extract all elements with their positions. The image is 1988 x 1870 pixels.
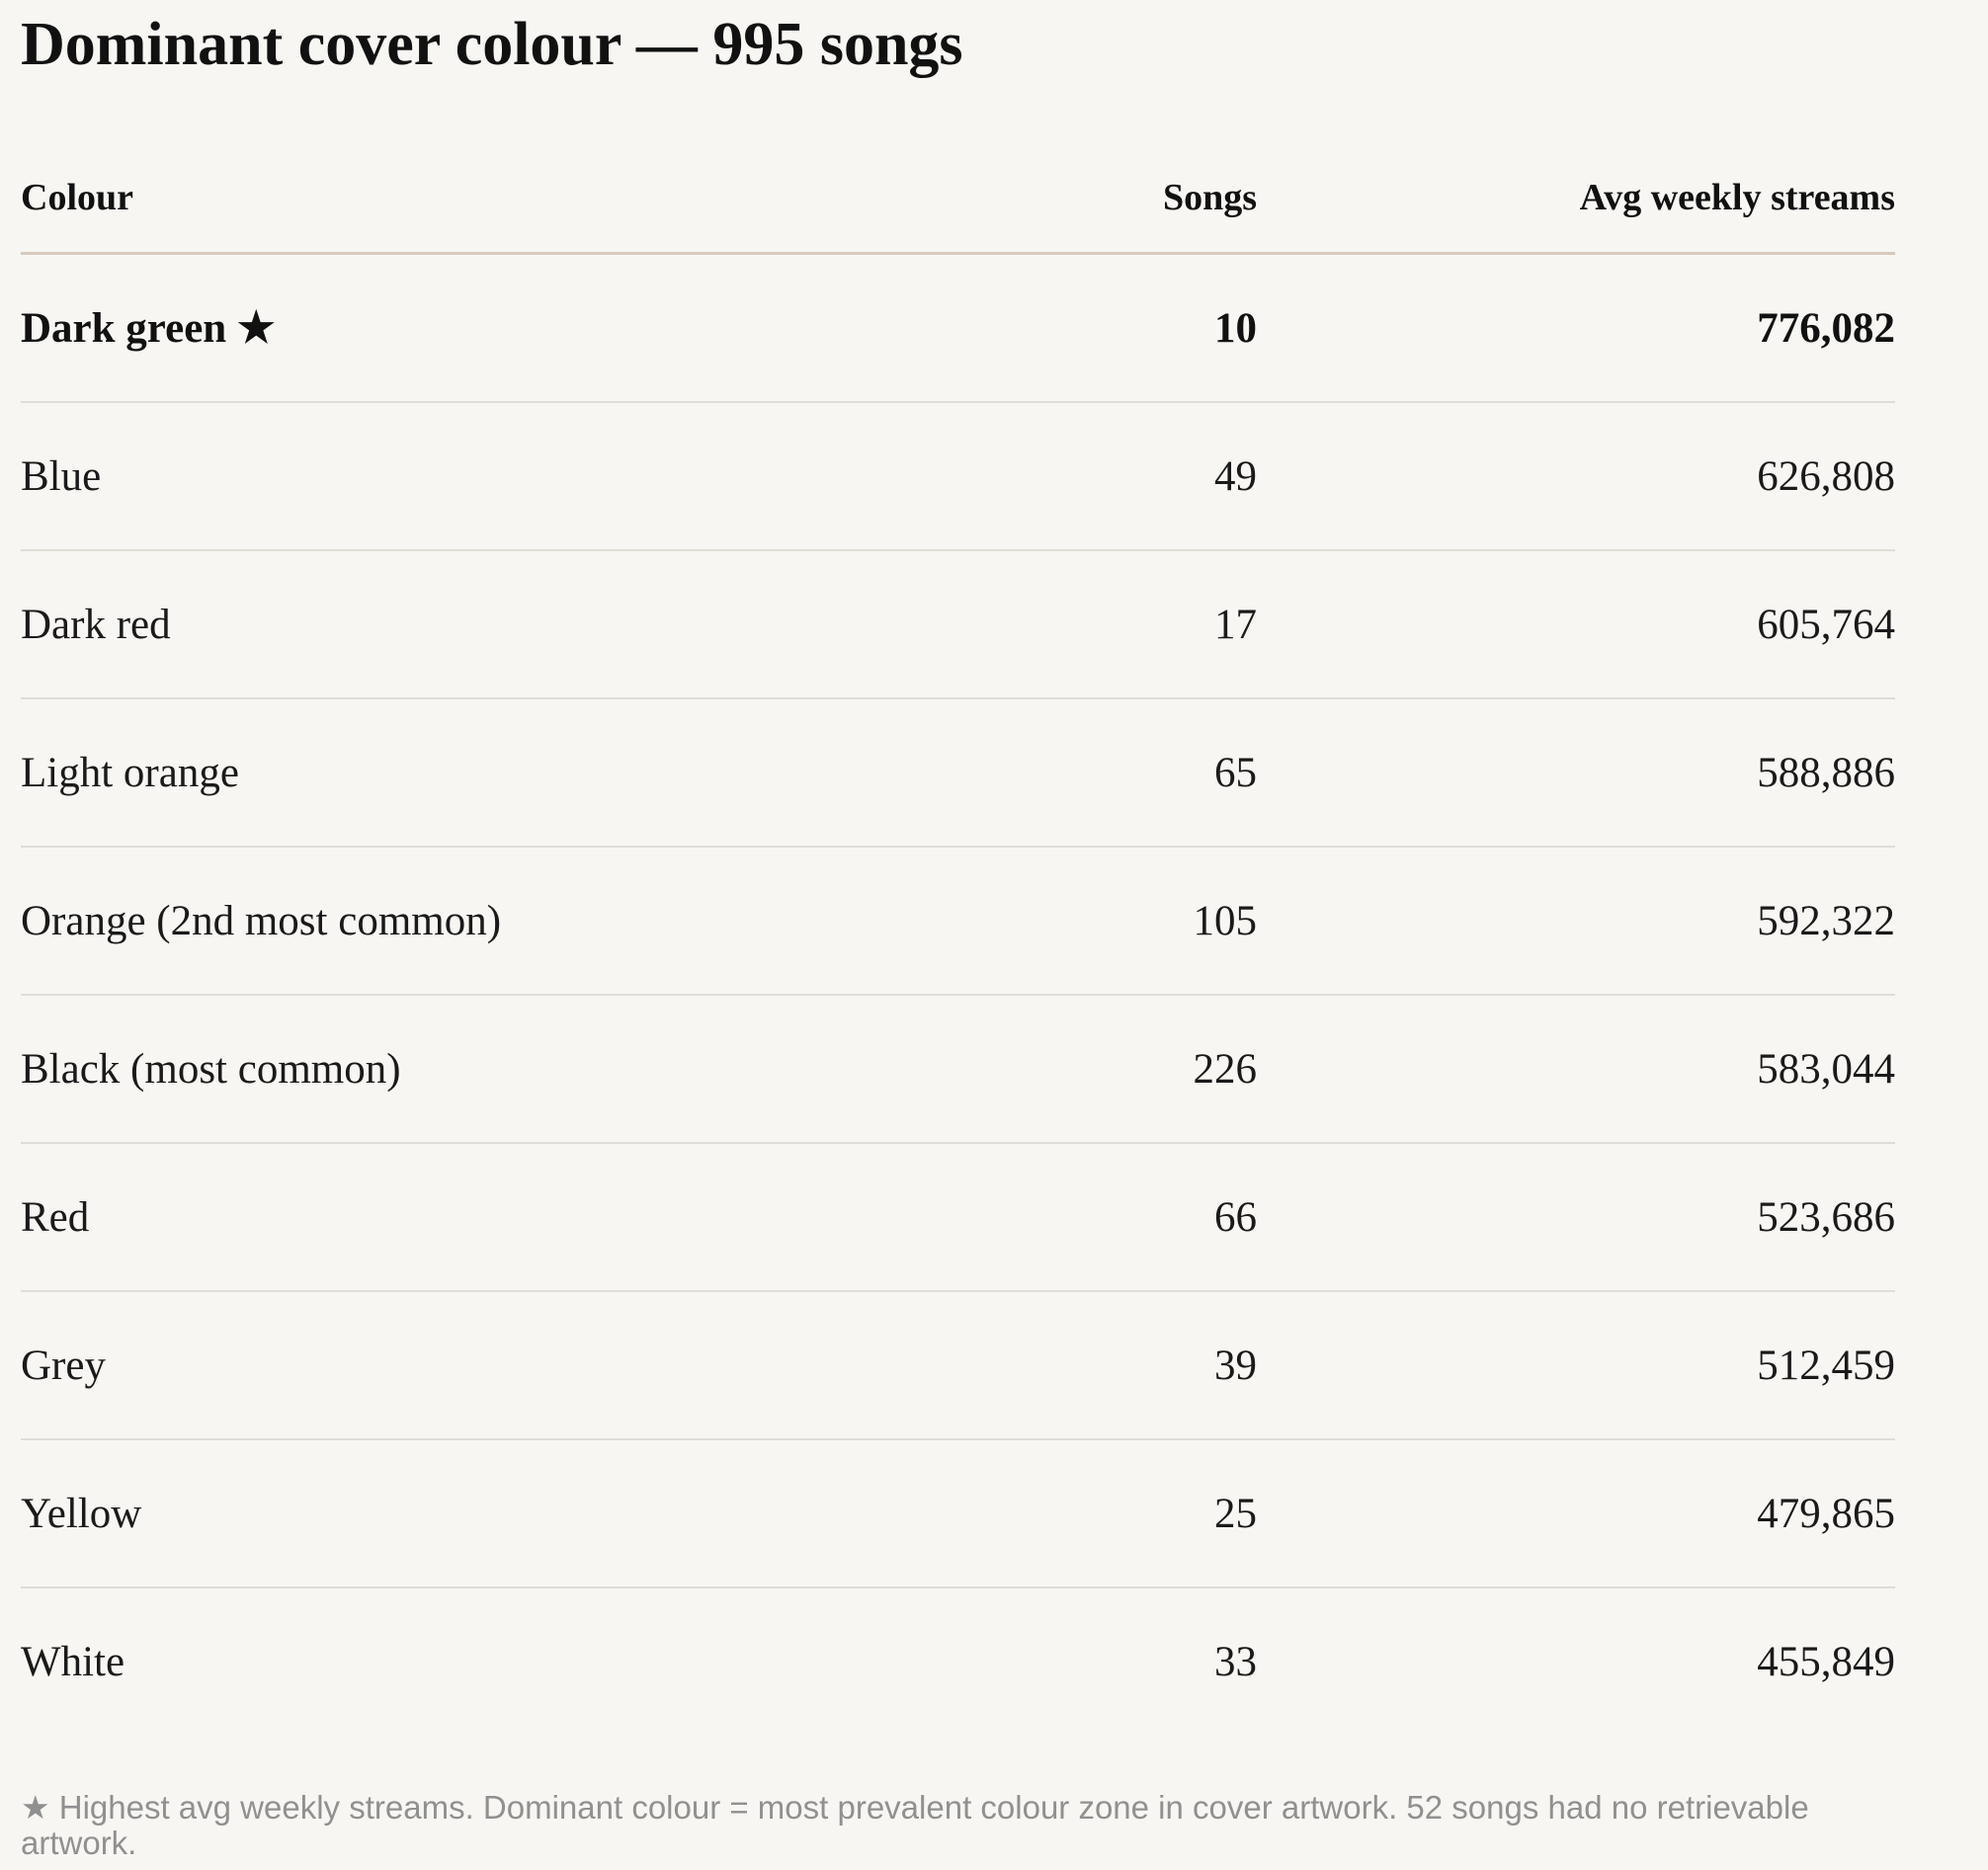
table-header-row: Colour Songs Avg weekly streams xyxy=(21,143,1895,255)
table-row: Yellow 25 479,865 xyxy=(21,1439,1895,1588)
table-row: Black (most common) 226 583,044 xyxy=(21,995,1895,1144)
cell-streams: 776,082 xyxy=(1257,253,1895,403)
colour-table: Colour Songs Avg weekly streams Dark gre… xyxy=(21,143,1895,1735)
cell-streams: 523,686 xyxy=(1257,1143,1895,1292)
cell-songs: 25 xyxy=(1009,1439,1257,1588)
table-row: Blue 49 626,808 xyxy=(21,402,1895,551)
table-row: White 33 455,849 xyxy=(21,1587,1895,1735)
table-row: Orange (2nd most common) 105 592,322 xyxy=(21,847,1895,996)
cell-streams: 592,322 xyxy=(1257,847,1895,996)
table-row: Dark red 17 605,764 xyxy=(21,550,1895,699)
cell-streams: 455,849 xyxy=(1757,1638,1895,1685)
column-header-songs: Songs xyxy=(1009,143,1257,255)
cell-songs: 65 xyxy=(1009,698,1257,848)
cell-songs: 105 xyxy=(1009,847,1257,996)
table-row: Grey 39 512,459 xyxy=(21,1291,1895,1440)
cell-colour: White xyxy=(21,1638,125,1685)
cell-songs: 49 xyxy=(1009,402,1257,551)
cell-streams: 512,459 xyxy=(1257,1291,1895,1440)
footnote: ★ Highest avg weekly streams. Dominant c… xyxy=(21,1789,1809,1861)
cell-streams: 626,808 xyxy=(1257,402,1895,551)
cell-streams: 605,764 xyxy=(1257,550,1895,699)
cell-streams: 588,886 xyxy=(1257,698,1895,848)
cell-colour: Red xyxy=(21,1143,1009,1292)
cell-songs: 10 xyxy=(1009,253,1257,403)
cell-songs: 39 xyxy=(1009,1291,1257,1440)
table-row: Light orange 65 588,886 xyxy=(21,698,1895,848)
cell-streams: 583,044 xyxy=(1257,995,1895,1144)
cell-songs: 226 xyxy=(1009,995,1257,1144)
table-row: Red 66 523,686 xyxy=(21,1143,1895,1292)
cell-colour: Dark green ★ xyxy=(21,253,1009,403)
cell-colour: Yellow xyxy=(21,1439,1009,1588)
cell-colour: Light orange xyxy=(21,698,1009,848)
cell-streams: 479,865 xyxy=(1257,1439,1895,1588)
cell-songs: 66 xyxy=(1009,1143,1257,1292)
column-header-streams: Avg weekly streams xyxy=(1257,143,1895,255)
cell-songs: 33 xyxy=(1214,1638,1257,1685)
column-header-colour: Colour xyxy=(21,143,1009,255)
page-title: Dominant cover colour — 995 songs xyxy=(21,11,963,78)
cell-colour: Orange (2nd most common) xyxy=(21,847,1009,996)
cell-colour: Grey xyxy=(21,1291,1009,1440)
cell-colour: Dark red xyxy=(21,550,1009,699)
cell-songs: 17 xyxy=(1009,550,1257,699)
table-body: Dark green ★ 10 776,082 Blue 49 626,808 … xyxy=(21,253,1895,1736)
cell-colour: Black (most common) xyxy=(21,995,1009,1144)
cell-colour: Blue xyxy=(21,402,1009,551)
table-row: Dark green ★ 10 776,082 xyxy=(21,253,1895,403)
